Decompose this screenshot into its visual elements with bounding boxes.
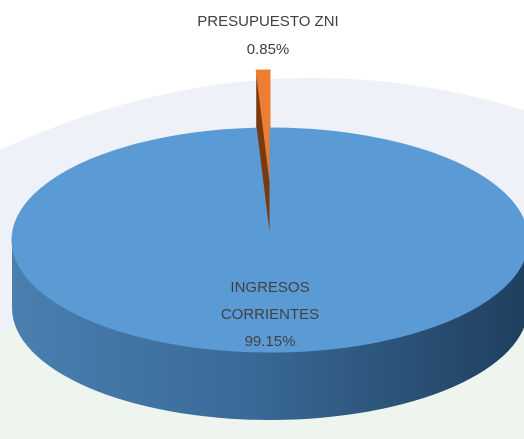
slice-label: PRESUPUESTO ZNI xyxy=(197,13,339,30)
slice-side xyxy=(12,240,524,420)
slice xyxy=(11,127,524,353)
pie xyxy=(11,69,524,420)
value-label: 0.85% xyxy=(246,41,290,58)
slice-label: INGRESOS CORRIENTES xyxy=(220,279,320,323)
value-label: 99.15% xyxy=(244,333,296,350)
slice-side xyxy=(256,70,270,250)
slice xyxy=(255,69,271,183)
